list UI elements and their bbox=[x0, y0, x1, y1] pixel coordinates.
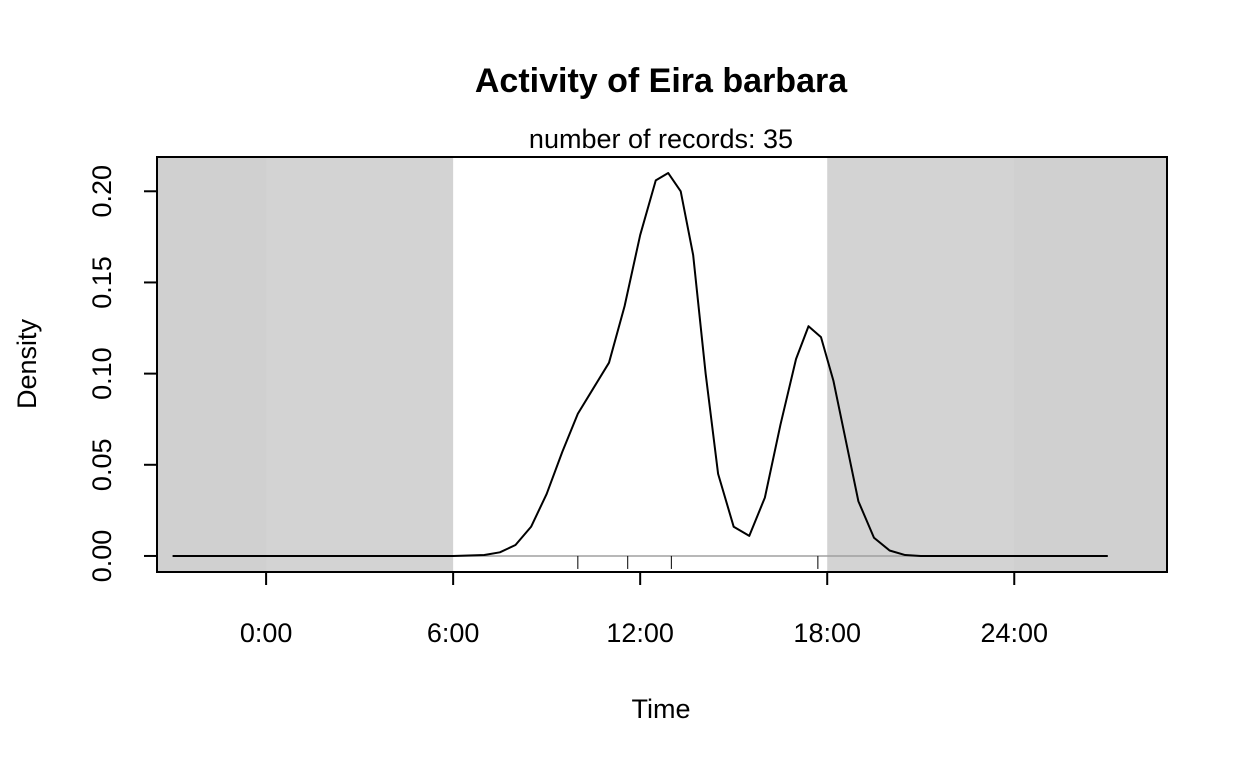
y-axis-label: Density bbox=[12, 318, 42, 409]
x-tick-label: 0:00 bbox=[240, 618, 293, 648]
x-axis-label: Time bbox=[632, 694, 691, 724]
density-line bbox=[172, 172, 1108, 557]
x-tick-label: 18:00 bbox=[793, 618, 861, 648]
y-axis: 0.00 0.05 0.10 0.15 0.20 bbox=[87, 165, 158, 583]
x-tick-label: 6:00 bbox=[427, 618, 480, 648]
x-axis: 0:00 6:00 12:00 18:00 24:00 bbox=[240, 571, 1048, 648]
y-tick-label: 0.05 bbox=[87, 439, 117, 492]
plot-area bbox=[156, 156, 1168, 573]
shading-daylight bbox=[453, 157, 828, 572]
chart-subtitle: number of records: 35 bbox=[529, 124, 793, 154]
y-tick-label: 0.20 bbox=[87, 165, 117, 218]
x-tick-label: 12:00 bbox=[606, 618, 674, 648]
y-tick-label: 0.00 bbox=[87, 530, 117, 583]
y-tick-label: 0.10 bbox=[87, 347, 117, 400]
chart-title: Activity of Eira barbara bbox=[475, 62, 848, 100]
y-tick-label: 0.15 bbox=[87, 256, 117, 309]
x-tick-label: 24:00 bbox=[980, 618, 1048, 648]
